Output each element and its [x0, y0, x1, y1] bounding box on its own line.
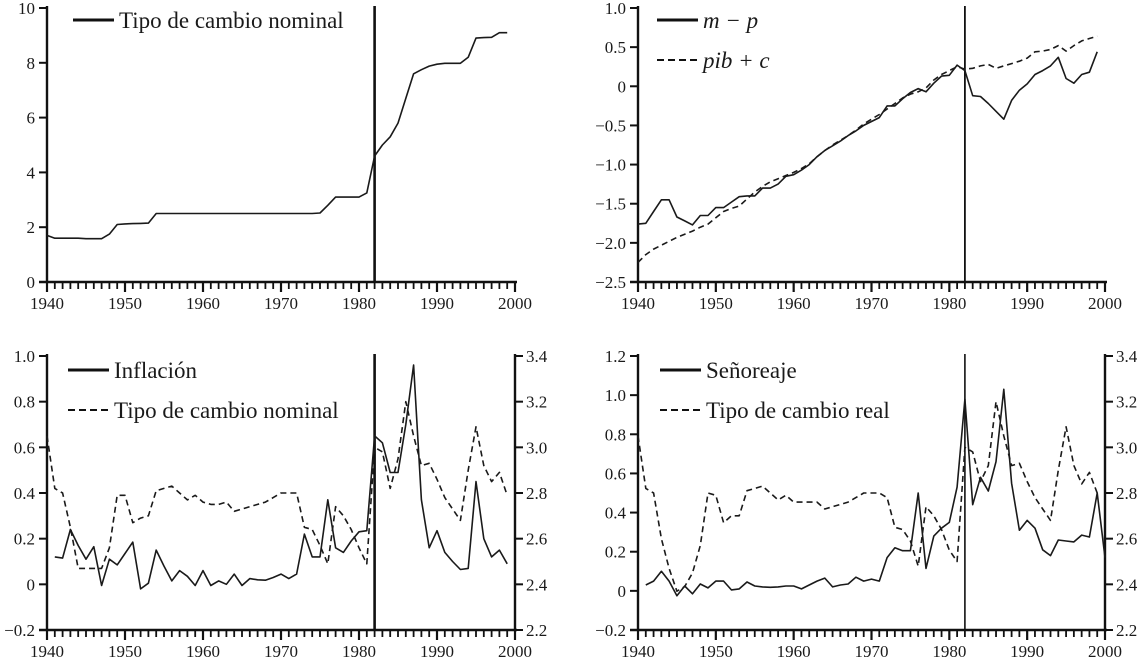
series-line-dashed	[637, 400, 1098, 593]
x-tick-label: 1990	[1010, 294, 1044, 313]
y-tick-label: 0.2	[14, 530, 35, 549]
y2-tick-label: 2.2	[1116, 621, 1137, 640]
y-tick-label: −2.5	[595, 273, 626, 292]
x-tick-label: 1940	[621, 294, 655, 313]
y-tick-label: −1.5	[595, 195, 626, 214]
y-tick-label: −2.0	[595, 234, 626, 253]
y-tick-label: −0.5	[595, 116, 626, 135]
legend-label: Tipo de cambio nominal	[114, 398, 339, 423]
series-line-dashed	[46, 400, 508, 570]
y-tick-label: 0.6	[14, 438, 35, 457]
x-tick-label: 1970	[264, 642, 298, 661]
y2-tick-label: 2.4	[1116, 575, 1138, 594]
x-tick-label: 2000	[1088, 294, 1122, 313]
y-tick-label: 0.8	[14, 393, 35, 412]
x-tick-label: 1980	[342, 294, 376, 313]
legend-label: Tipo de cambio real	[706, 398, 890, 423]
y-tick-label: 2	[27, 218, 36, 237]
x-tick-label: 1960	[777, 294, 811, 313]
chart-panel-2: −2.5 −2.0 −1.5 −1.0 −0.5 0 0.5 1.0 1940 1950 1960 1…	[595, 0, 1122, 313]
x-tick-label: 1940	[30, 642, 64, 661]
y-tick-label: 1.0	[605, 0, 626, 18]
x-tick-label: 1950	[108, 642, 142, 661]
x-tick-label: 1950	[108, 294, 142, 313]
x-tick-label: 1970	[264, 294, 298, 313]
y2-tick-label: 3.4	[526, 347, 548, 366]
x-tick-label: 1960	[186, 642, 220, 661]
x-tick-label: 1960	[777, 642, 811, 661]
chart-panel-3: −0.2 0 0.2 0.4 0.6 0.8 1.0 2.2 2.4 2.6 2.8 3.0 3.2 3.…	[4, 347, 548, 661]
legend-label: Señoreaje	[706, 358, 797, 383]
y-tick-label: 0	[27, 273, 36, 292]
y-tick-label: 0.2	[605, 543, 626, 562]
legend-label: Inflación	[114, 358, 198, 383]
y-tick-label: 10	[18, 0, 35, 18]
chart-panel-4: −0.2 0 0.2 0.4 0.6 0.8 1.0 1.2 2.2 2.4 2.6 2.8 3.0 3.…	[595, 347, 1138, 661]
y2-tick-label: 3.2	[1116, 393, 1137, 412]
chart-panel-1: 0 2 4 6 8 10 1940 1950 1960 1970 1980 1990 2000 Tipo …	[18, 0, 532, 313]
y2-tick-label: 2.2	[526, 621, 547, 640]
y-tick-label: 1.0	[605, 386, 626, 405]
y-tick-label: 4	[27, 163, 36, 182]
series-line-dashed	[637, 35, 1098, 263]
y2-tick-label: 2.4	[526, 575, 548, 594]
y2-tick-label: 3.0	[526, 438, 547, 457]
y-tick-label: 0	[618, 582, 627, 601]
x-tick-label: 1970	[855, 642, 889, 661]
y2-tick-label: 2.8	[526, 484, 547, 503]
y-tick-label: 0.6	[605, 464, 626, 483]
x-tick-label: 1980	[342, 642, 376, 661]
y2-tick-label: 3.4	[1116, 347, 1138, 366]
y-tick-label: 1.2	[605, 347, 626, 366]
legend-label: m − p	[703, 8, 758, 33]
x-tick-label: 1940	[621, 642, 655, 661]
x-tick-label: 1950	[699, 294, 733, 313]
y-tick-label: 8	[27, 54, 36, 73]
legend-label: pib + c	[701, 48, 770, 73]
y-tick-label: 0	[27, 575, 36, 594]
y-tick-label: −0.2	[4, 621, 35, 640]
y-tick-label: −0.2	[595, 621, 626, 640]
series-line-solid	[54, 364, 508, 590]
x-tick-label: 1940	[30, 294, 64, 313]
y2-tick-label: 3.2	[526, 393, 547, 412]
x-tick-label: 1970	[855, 294, 889, 313]
y-tick-label: 0.4	[605, 504, 627, 523]
series-line-solid	[637, 51, 1098, 226]
x-tick-label: 1960	[186, 294, 220, 313]
y-tick-label: 0	[618, 77, 627, 96]
y-tick-label: −1.0	[595, 156, 626, 175]
y-tick-label: 0.4	[14, 484, 36, 503]
y-tick-label: 1.0	[14, 347, 35, 366]
x-tick-label: 1980	[932, 642, 966, 661]
y2-tick-label: 2.8	[1116, 484, 1137, 503]
y2-tick-label: 2.6	[1116, 530, 1137, 549]
x-tick-label: 1990	[420, 642, 454, 661]
y2-tick-label: 3.0	[1116, 438, 1137, 457]
x-tick-label: 1990	[420, 294, 454, 313]
x-tick-label: 2000	[498, 294, 532, 313]
y-tick-label: 6	[27, 109, 36, 128]
y-tick-label: 0.5	[605, 38, 626, 57]
x-tick-label: 2000	[498, 642, 532, 661]
x-tick-label: 1980	[932, 294, 966, 313]
series-line-solid	[46, 31, 508, 240]
y2-tick-label: 2.6	[526, 530, 547, 549]
x-tick-label: 1990	[1010, 642, 1044, 661]
x-tick-label: 2000	[1088, 642, 1122, 661]
x-tick-label: 1950	[699, 642, 733, 661]
series-line-solid	[645, 388, 1106, 597]
legend-label: Tipo de cambio nominal	[119, 8, 344, 33]
y-tick-label: 0.8	[605, 425, 626, 444]
